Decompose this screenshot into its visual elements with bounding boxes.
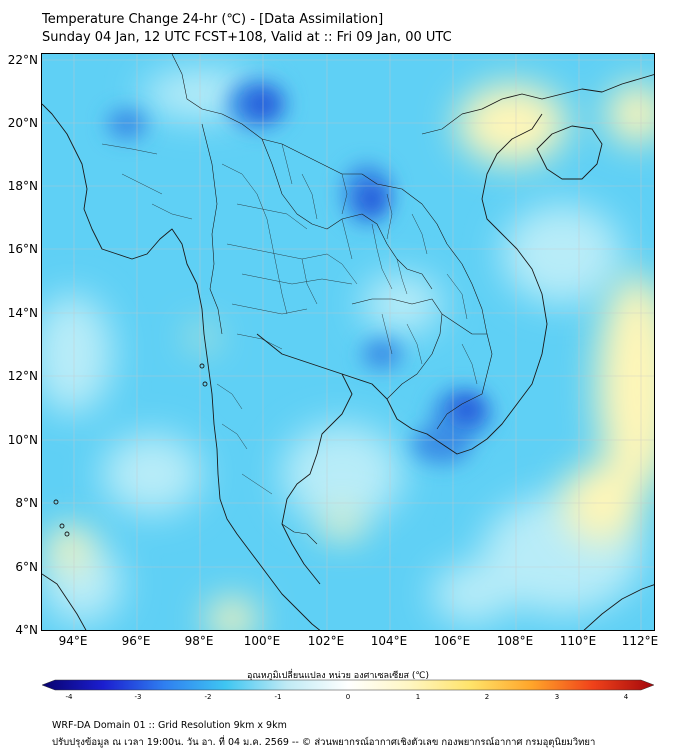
footer-credit: ปรับปรุงข้อมูล ณ เวลา 19:00น. วัน อา. ที… [52,737,596,748]
lat-label-22n: 22°N [7,53,38,67]
lon-label-94e: 94°E [58,634,88,648]
lon-label-100e: 100°E [243,634,281,648]
colorbar-tick-0: 0 [345,693,351,701]
colorbar-tick-minus4: -4 [65,693,73,701]
province-borders [101,143,478,495]
country-borders [171,54,493,545]
colorbar-tick-minus1: -1 [274,693,282,701]
lon-label-106e: 106°E [433,634,471,648]
graticule [42,54,654,630]
warm-anomaly-patches [48,84,654,630]
map-subtitle: Sunday 04 Jan, 12 UTC FCST+108, Valid at… [42,30,452,45]
lat-label-6n: 6°N [15,560,38,574]
lon-label-102e: 102°E [307,634,345,648]
lon-label-98e: 98°E [184,634,214,648]
colorbar-label: อุณหภูมิเปลี่ยนแปลง หน่วย องศาเซลเซียส (… [246,671,430,681]
footer-model-info: WRF-DA Domain 01 :: Grid Resolution 9km … [52,720,287,731]
lat-label-20n: 20°N [7,116,38,130]
lon-label-112e: 112°E [621,634,659,648]
colorbar-tick-1: 1 [415,693,421,701]
coastlines [42,74,654,630]
lon-label-110e: 110°E [559,634,597,648]
colorbar-tick-2: 2 [484,693,490,701]
map-title: Temperature Change 24-hr (℃) - [Data Ass… [42,12,384,27]
lat-label-14n: 14°N [7,306,38,320]
lon-label-104e: 104°E [370,634,408,648]
colorbar-tick-minus2: -2 [204,693,212,701]
lat-label-12n: 12°N [7,369,38,383]
lon-label-108e: 108°E [496,634,534,648]
lon-label-96e: 96°E [121,634,151,648]
strong-cold-patches [247,92,481,421]
colorbar-tick-4: 4 [623,693,629,701]
lat-label-10n: 10°N [7,433,38,447]
lat-label-4n: 4°N [15,623,38,637]
light-blue-patches [42,69,642,624]
lat-label-8n: 8°N [15,496,38,510]
lat-label-18n: 18°N [7,179,38,193]
colorbar-tick-minus3: -3 [134,693,142,701]
colorbar-tick-3: 3 [554,693,560,701]
lat-label-16n: 16°N [7,242,38,256]
colorbar [41,679,655,691]
colorbar-gradient [41,679,655,691]
map-svg [42,54,654,630]
temperature-change-map [41,53,655,631]
